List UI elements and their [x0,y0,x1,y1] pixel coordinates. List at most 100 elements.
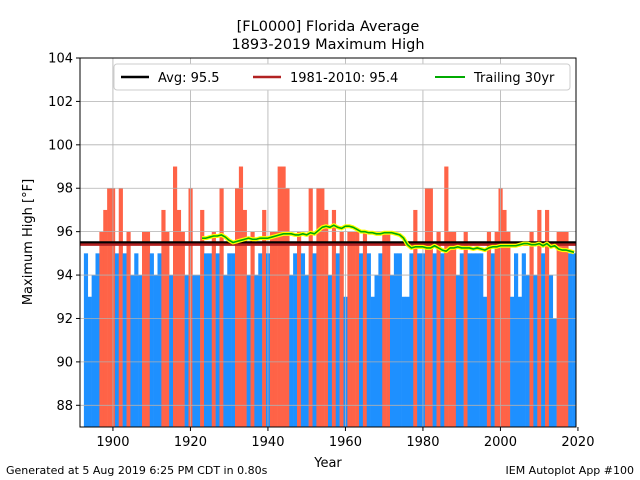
bar-1924 [204,253,209,427]
bar-1972 [390,275,395,427]
bar-1926 [211,231,216,427]
bar-1947 [293,253,298,427]
legend-box [113,63,571,91]
bar-1974 [397,253,402,427]
bar-1988 [452,231,457,427]
bar-1931 [231,253,236,427]
bar-1893 [83,253,89,427]
bar-1987 [448,231,453,427]
bar-2002 [506,231,511,427]
bar-1899 [107,188,112,427]
bar-1932 [235,188,240,427]
y-axis-label: Maximum High [°F] [21,179,36,305]
x-tick-label: 1900 [96,435,129,450]
bar-1997 [486,231,492,427]
bar-1984 [436,231,441,427]
bar-2016 [560,231,565,427]
bar-1903 [122,253,127,427]
bar-1904 [126,231,131,427]
bar-1998 [490,253,495,427]
legend-label-climo: 1981-2010: 95.4 [290,71,398,86]
bar-2015 [556,231,561,427]
bar-2007 [525,275,530,427]
bar-1970 [382,231,387,427]
bar-1910 [149,253,154,427]
bar-1908 [142,231,147,427]
y-axis-ticks: 88 90 92 94 96 98 100 102 104 [48,52,80,414]
bar-1905 [130,275,135,427]
bar-1952 [312,253,317,427]
reference-lines [80,241,576,246]
bar-1954 [320,188,325,427]
bar-1941 [269,231,275,427]
plot-frame [79,57,577,428]
legend: Avg: 95.5 1981-2010: 95.4 Trailing 30yr [113,63,571,91]
bar-1953 [316,188,321,427]
bar-1922 [196,275,201,427]
bar-1933 [238,166,244,427]
bar-1906 [134,253,139,427]
bar-2006 [521,253,526,427]
x-axis-ticks: 1900 1920 1940 1960 1980 2000 2020 [96,427,594,450]
y-tick-label: 102 [48,95,73,110]
bar-1912 [157,253,162,427]
bar-1928 [219,188,224,427]
bar-1930 [227,253,232,427]
bar-1981 [424,188,430,427]
bar-1914 [165,231,170,427]
bar-1961 [347,231,352,427]
bar-1896 [95,253,100,427]
bar-1985 [440,253,445,427]
x-tick-label: 2020 [561,435,594,450]
bar-1921 [192,275,197,427]
bar-1916 [173,166,178,427]
bar-1983 [432,253,437,427]
bar-1968 [374,275,379,427]
bar-1966 [366,253,371,427]
chart-subtitle: 1893-2019 Maximum High [231,37,424,53]
bar-1993 [471,253,476,427]
bar-2019 [572,253,577,427]
bar-1950 [304,275,309,427]
y-tick-label: 104 [48,52,73,67]
bar-1958 [335,253,340,427]
x-axis-label: Year [313,456,342,471]
y-tick-label: 88 [56,399,73,414]
bar-2011 [541,253,546,427]
bar-1989 [455,275,461,427]
bar-1965 [362,231,368,427]
bar-1902 [118,188,123,427]
bar-1925 [207,253,213,427]
bar-1945 [285,188,290,427]
bar-1942 [273,231,278,427]
bar-2017 [564,231,569,427]
bar-1943 [277,166,282,427]
x-tick-label: 1920 [174,435,207,450]
y-tick-label: 96 [56,225,73,240]
bar-1944 [281,166,286,427]
y-tick-label: 94 [56,269,73,284]
legend-label-avg: Avg: 95.5 [158,71,220,86]
bar-1948 [297,231,302,427]
bar-1901 [114,253,120,427]
bar-1949 [300,253,306,427]
chart-title: [FL0000] Florida Average [237,19,420,35]
trailing-30yr-line [202,224,575,254]
bar-1969 [378,253,383,427]
bar-1977 [409,253,414,427]
bar-1946 [289,275,294,427]
y-tick-label: 100 [48,138,73,153]
bar-1971 [386,231,391,427]
bar-1991 [463,231,468,427]
bar-1909 [145,231,151,427]
bar-1937 [254,275,259,427]
bar-1936 [250,231,255,427]
legend-label-trailing: Trailing 30yr [473,71,555,86]
bar-1895 [91,275,96,427]
bar-1935 [246,275,251,427]
bar-group [83,166,577,427]
x-tick-label: 1960 [329,435,362,450]
bar-2004 [514,253,519,427]
y-tick-label: 92 [56,312,73,327]
